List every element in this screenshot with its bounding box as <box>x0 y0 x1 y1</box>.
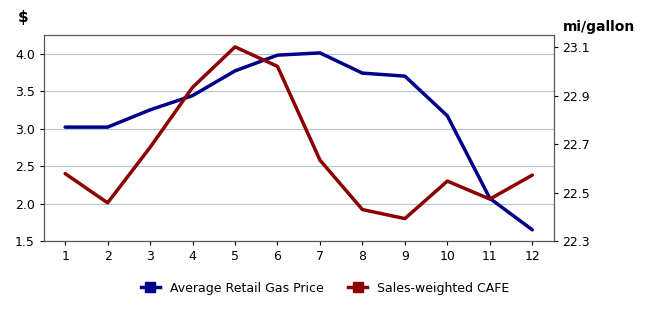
Average Retail Gas Price <box>104 125 112 129</box>
Average Retail Gas Price <box>486 197 494 200</box>
Line: Sales-weighted CAFE: Sales-weighted CAFE <box>65 47 532 218</box>
Average Retail Gas Price <box>146 108 154 112</box>
Sales-weighted CAFE <box>316 158 324 162</box>
Sales-weighted CAFE <box>443 179 451 183</box>
Sales-weighted CAFE <box>528 173 536 177</box>
Sales-weighted CAFE <box>146 146 154 149</box>
Y-axis label: mi/gallon: mi/gallon <box>564 20 636 35</box>
Average Retail Gas Price <box>528 228 536 232</box>
Sales-weighted CAFE <box>274 65 281 68</box>
Average Retail Gas Price <box>274 53 281 57</box>
Legend: Average Retail Gas Price, Sales-weighted CAFE: Average Retail Gas Price, Sales-weighted… <box>136 277 514 300</box>
Average Retail Gas Price <box>316 51 324 55</box>
Sales-weighted CAFE <box>104 201 112 205</box>
Sales-weighted CAFE <box>359 208 367 211</box>
Y-axis label: $: $ <box>18 10 29 25</box>
Average Retail Gas Price <box>188 94 196 97</box>
Sales-weighted CAFE <box>61 172 69 176</box>
Average Retail Gas Price <box>359 71 367 75</box>
Sales-weighted CAFE <box>231 45 239 49</box>
Average Retail Gas Price <box>61 125 69 129</box>
Sales-weighted CAFE <box>401 217 409 220</box>
Sales-weighted CAFE <box>188 86 196 89</box>
Average Retail Gas Price <box>443 114 451 118</box>
Sales-weighted CAFE <box>486 197 494 201</box>
Average Retail Gas Price <box>401 74 409 78</box>
Average Retail Gas Price <box>231 69 239 73</box>
Line: Average Retail Gas Price: Average Retail Gas Price <box>65 53 532 230</box>
